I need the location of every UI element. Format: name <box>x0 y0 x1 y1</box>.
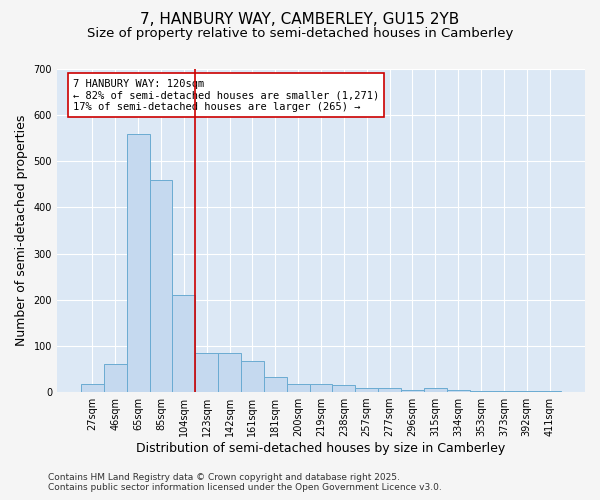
Bar <box>241 360 264 392</box>
X-axis label: Distribution of semi-detached houses by size in Camberley: Distribution of semi-detached houses by … <box>136 442 506 455</box>
Bar <box>81 384 104 392</box>
Bar <box>401 390 424 392</box>
Bar <box>287 384 310 392</box>
Bar <box>218 353 241 392</box>
Bar <box>195 353 218 392</box>
Bar <box>172 295 195 392</box>
Bar <box>515 391 538 392</box>
Text: Size of property relative to semi-detached houses in Camberley: Size of property relative to semi-detach… <box>87 28 513 40</box>
Bar <box>310 384 332 392</box>
Bar <box>104 364 127 392</box>
Bar <box>264 377 287 392</box>
Text: 7 HANBURY WAY: 120sqm
← 82% of semi-detached houses are smaller (1,271)
17% of s: 7 HANBURY WAY: 120sqm ← 82% of semi-deta… <box>73 78 379 112</box>
Bar <box>149 180 172 392</box>
Bar <box>332 385 355 392</box>
Bar <box>378 388 401 392</box>
Text: 7, HANBURY WAY, CAMBERLEY, GU15 2YB: 7, HANBURY WAY, CAMBERLEY, GU15 2YB <box>140 12 460 28</box>
Bar <box>493 391 515 392</box>
Bar <box>470 391 493 392</box>
Bar <box>355 388 378 392</box>
Bar <box>127 134 149 392</box>
Text: Contains HM Land Registry data © Crown copyright and database right 2025.
Contai: Contains HM Land Registry data © Crown c… <box>48 473 442 492</box>
Y-axis label: Number of semi-detached properties: Number of semi-detached properties <box>15 115 28 346</box>
Bar <box>424 388 446 392</box>
Bar <box>538 390 561 392</box>
Bar <box>446 390 470 392</box>
